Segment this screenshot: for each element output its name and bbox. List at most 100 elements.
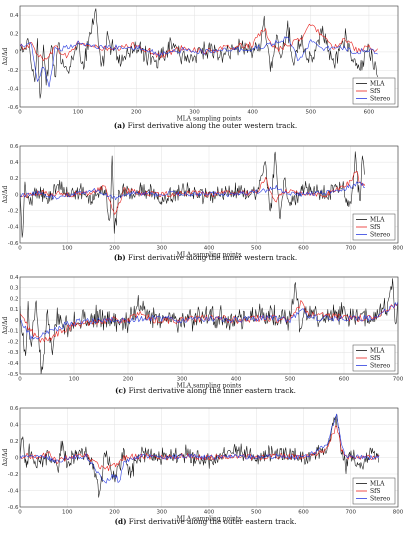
legend-label: Stereo [370,363,390,370]
x-tick-label: 0 [18,377,22,383]
y-tick-label: 0 [15,455,19,461]
x-tick-label: 500 [251,246,262,252]
x-tick-label: 200 [109,510,120,516]
x-tick-label: 0 [18,110,22,116]
x-axis-label: MLA sampling points [177,516,242,523]
panel-caption-text: First derivative along the outer eastern… [126,517,296,526]
x-tick-label: 200 [131,110,142,116]
y-tick-label: 0.2 [10,176,19,182]
chart-panel-4: 0 100 200 300 400 500 600 700 800 0.6 0.4 0.2 0 -0.2 -… [2,406,404,526]
y-tick-label: 0.2 [10,439,19,445]
y-tick-label: -0.4 [8,86,19,92]
x-tick-label: 600 [298,246,309,252]
x-tick-label: 200 [123,377,134,383]
legend-label: SfS [370,488,380,495]
x-axis-label: MLA sampling points [177,383,242,390]
x-tick-label: 400 [231,377,242,383]
y-tick-label: 0.4 [10,13,19,19]
y-tick-label: 0 [15,318,19,324]
series-line-mla [20,413,379,498]
y-tick-label: -0.4 [8,361,19,367]
x-tick-label: 600 [298,510,309,516]
panel-caption: (c) First derivative along the inner eas… [115,386,296,395]
panel-letter: (d) [115,517,127,526]
x-tick-label: 0 [18,510,22,516]
chart-panel-2: 0 100 200 300 400 500 600 700 800 0.6 0.4 0.2 0 -0.2 -… [2,144,404,262]
y-tick-label: -0.6 [8,241,19,247]
legend-label: MLA [370,81,385,88]
legend-label: Stereo [370,232,390,239]
y-tick-label: -0.6 [8,105,19,111]
x-tick-label: 300 [157,246,168,252]
x-tick-label: 500 [306,110,317,116]
y-tick-label: -0.2 [8,208,19,214]
x-axis-label: MLA sampling points [177,252,242,259]
y-tick-label: -0.2 [8,472,19,478]
y-tick-label: 0.4 [10,275,19,281]
legend-label: MLA [370,348,385,355]
panel-caption: (b) First derivative along the inner wes… [114,253,297,262]
x-tick-label: 400 [247,110,258,116]
x-tick-label: 300 [157,510,168,516]
x-tick-label: 600 [339,377,350,383]
legend-label: SfS [370,355,380,362]
legend-label: Stereo [370,496,390,503]
series-line-stereo [20,413,380,484]
y-tick-label: -0.2 [8,68,19,74]
series-line-stereo [20,301,398,340]
x-tick-label: 400 [204,510,215,516]
x-tick-label: 700 [393,377,404,383]
y-tick-label: 0.6 [10,406,19,412]
legend-label: SfS [370,224,380,231]
panel-caption: (a) First derivative along the outer wes… [114,121,297,130]
chart-panel-1: 0 100 200 300 400 500 600 0.4 0.2 0 -0.2 -0.4 -0.6 ML… [2,5,399,130]
panel-caption: (d) First derivative along the outer eas… [115,517,297,526]
x-tick-label: 100 [69,377,80,383]
y-axis-label: Δz/Δd [2,449,9,467]
axes-frame [19,276,399,375]
series-line-mla [20,151,365,238]
panel-letter: (c) [115,386,126,395]
y-tick-label: 0.4 [10,160,19,166]
x-tick-label: 100 [62,246,73,252]
y-tick-label: 0.2 [10,31,19,37]
y-tick-label: 0 [15,50,19,56]
series-line-mla [20,8,378,99]
plot-area [20,277,398,374]
panel-caption-text: First derivative along the outer western… [125,121,297,130]
legend-box [352,77,396,105]
series-line-sfs [20,23,378,62]
legend-label: Stereo [370,96,390,103]
x-tick-label: 300 [177,377,188,383]
plot-area [20,6,398,107]
x-tick-label: 300 [189,110,200,116]
legend-label: MLA [370,217,385,224]
chart-panel-3: 0 100 200 300 400 500 600 700 0.4 0.3 0.2 0.1 0 -0.1 -… [2,275,404,395]
y-tick-label: 0.2 [10,296,19,302]
x-tick-label: 500 [251,510,262,516]
y-tick-label: 0.6 [10,144,19,150]
y-axis-label: Δz/Δd [2,186,9,204]
x-tick-label: 600 [364,110,375,116]
x-tick-label: 100 [73,110,84,116]
x-tick-label: 800 [393,246,404,252]
panel-caption-text: First derivative along the inner eastern… [126,386,296,395]
x-tick-label: 700 [346,510,357,516]
x-tick-label: 700 [346,246,357,252]
y-tick-label: 0.4 [10,422,19,428]
x-tick-label: 100 [62,510,73,516]
x-tick-label: 400 [204,246,215,252]
y-tick-label: -0.2 [8,339,19,345]
y-axis-label: Δz/Δd [2,317,9,335]
x-tick-label: 0 [18,246,22,252]
series-line-mla [20,278,398,374]
y-tick-label: 0.3 [10,286,19,292]
series-line-stereo [20,181,365,201]
y-tick-label: 0 [15,192,19,198]
x-tick-label: 500 [285,377,296,383]
panel-letter: (a) [114,121,125,130]
